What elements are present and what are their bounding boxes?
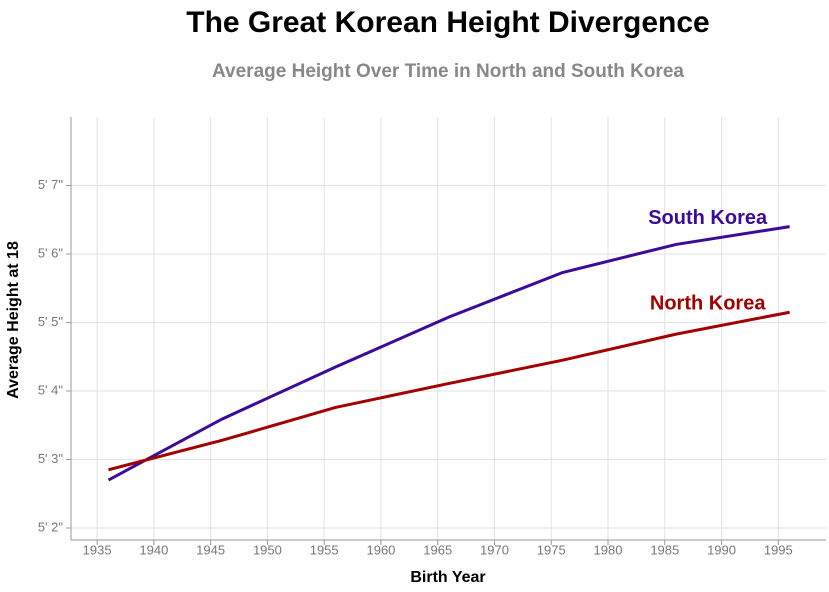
x-tick-label: 1945 [196, 542, 225, 557]
chart-title: The Great Korean Height Divergence [186, 6, 709, 39]
y-tick-label: 5' 7" [38, 177, 64, 192]
x-tick-label: 1990 [707, 542, 736, 557]
series-label: South Korea [648, 207, 768, 229]
series-label: North Korea [650, 293, 766, 315]
x-tick-label: 1965 [423, 542, 452, 557]
x-tick-label: 1960 [366, 542, 395, 557]
x-tick-label: 1980 [594, 542, 623, 557]
series-line [108, 310, 790, 472]
chart-subtitle: Average Height Over Time in North and So… [212, 61, 684, 82]
y-tick-label: 5' 2" [38, 519, 64, 534]
y-axis-label: Average Height at 18 [5, 241, 22, 399]
y-tick-label: 5' 5" [38, 314, 64, 329]
x-tick-label: 1975 [537, 542, 566, 557]
y-tick-label: 5' 4" [38, 382, 64, 397]
x-tick-label: 1950 [253, 542, 282, 557]
x-tick-label: 1970 [480, 542, 509, 557]
x-axis-label: Birth Year [410, 569, 485, 586]
x-tick-label: 1935 [83, 542, 112, 557]
x-tick-label: 1995 [764, 542, 793, 557]
x-tick-label: 1940 [139, 542, 168, 557]
series-line [107, 225, 790, 482]
y-tick-label: 5' 6" [38, 245, 64, 260]
x-tick-label: 1985 [650, 542, 679, 557]
y-tick-label: 5' 3" [38, 451, 64, 466]
x-tick-label: 1955 [310, 542, 339, 557]
